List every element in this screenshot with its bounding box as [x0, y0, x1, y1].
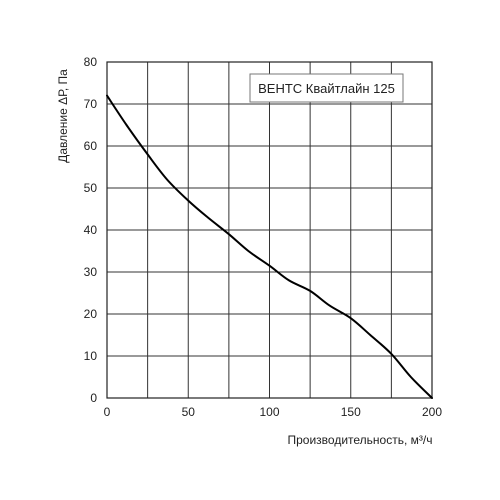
axes [106, 61, 433, 399]
tick-labels: 0 50 100 150 200 0 10 20 30 40 50 60 70 80 [84, 55, 443, 419]
y-axis-label: Давление ΔР, Па [56, 69, 70, 163]
x-tick-label: 0 [104, 405, 111, 419]
series-line [106, 94, 433, 399]
y-tick-label: 50 [84, 181, 98, 195]
y-tick-label: 10 [84, 349, 98, 363]
y-tick-label: 80 [84, 55, 98, 69]
y-tick-label: 40 [84, 223, 98, 237]
x-tick-label: 200 [422, 405, 442, 419]
legend-box [249, 73, 404, 103]
series [106, 94, 433, 399]
y-tick-label: 30 [84, 265, 98, 279]
plot-frame [106, 61, 433, 399]
x-tick-label: 100 [259, 405, 279, 419]
x-tick-label: 50 [182, 405, 196, 419]
y-tick-label: 60 [84, 139, 98, 153]
x-axis-label: Производительность, м³/ч [288, 433, 433, 447]
y-tick-label: 70 [84, 97, 98, 111]
legend-label: ВЕНТС Квайтлайн 125 [258, 81, 395, 96]
x-tick-label: 150 [341, 405, 361, 419]
y-tick-label: 20 [84, 307, 98, 321]
grid [106, 61, 433, 399]
y-tick-label: 0 [90, 391, 97, 405]
legend: ВЕНТС Квайтлайн 125 [249, 73, 404, 103]
